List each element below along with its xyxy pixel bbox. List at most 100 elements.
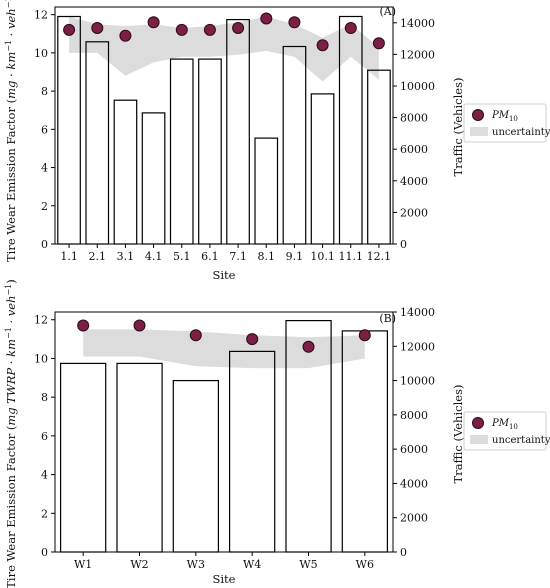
panel-b-x-label: Site (213, 572, 236, 586)
panel-a-y2-tick-label: 10000 (400, 80, 435, 93)
panel-b-traffic-bar (341, 330, 388, 553)
panel-a-y-tick-label: 4 (41, 162, 48, 175)
panel-a-y2-tick-label: 4000 (400, 175, 428, 188)
panel-a-y-tick-label: 10 (34, 47, 48, 60)
panel-a-pm10-point (288, 16, 301, 29)
panel-b-y2-label: Traffic (Vehicles) (451, 385, 465, 484)
panel-a-y2-label: Traffic (Vehicles) (451, 78, 465, 177)
panel-a-y2-tick-label: 6000 (400, 143, 428, 156)
panel-b-x-tick-label: W4 (243, 558, 261, 571)
panel-a-y2-tick-label: 0 (400, 238, 407, 251)
panel-b-y2-tick-label: 6000 (400, 443, 428, 456)
panel-a-legend-band-label: uncertainty (492, 127, 550, 138)
panel-a-pm10-point (147, 16, 160, 29)
panel-b: Tire Wear Emission Factor (mg TWRP · km−… (4, 279, 550, 588)
panel-b-panel-tag: (B) (379, 312, 396, 325)
panel-a-traffic-bar (113, 99, 138, 245)
panel-b-y-tick-label: 4 (41, 469, 48, 482)
panel-b-legend-band-label: uncertainty (492, 435, 550, 446)
panel-a-pm10-point (316, 39, 329, 52)
panel-a-pm10-point (63, 23, 76, 36)
panel-b-y-tick-label: 2 (41, 507, 48, 520)
panel-b-x-tick-label: W3 (187, 558, 205, 571)
panel-a-pm10-point (91, 22, 104, 34)
panel-b-pm10-point (189, 329, 202, 342)
panel-a-legend-pm10-marker (472, 109, 484, 121)
panel-b-y-tick-label: 12 (34, 314, 48, 327)
panel-a-traffic-bar (226, 19, 250, 245)
panel-a-x-label: Site (213, 268, 236, 282)
panel-a-x-tick-label: 1.1 (60, 250, 78, 263)
panel-a-x-tick-label: 7.1 (229, 250, 247, 263)
panel-a-x-tick-label: 6.1 (201, 250, 219, 263)
panel-b-traffic-bar (229, 350, 276, 553)
panel-a-x-tick-label: 5.1 (173, 250, 191, 263)
panel-a-plot-frame (54, 6, 394, 245)
panel-a-legend-pm10-label: PM10 (491, 110, 518, 123)
panel-b-y2-tick-label: 4000 (400, 477, 428, 490)
panel-a-traffic-bar (310, 93, 335, 245)
panel-a-pm10-point (372, 37, 385, 50)
panel-a-pm10-point (119, 29, 132, 42)
panel-a-uncertainty-band (69, 16, 379, 82)
panel-b-y2-tick-label: 8000 (400, 409, 428, 422)
panel-a-y-label: Tire Wear Emission Factor (mg · km−1 · v… (4, 0, 18, 262)
panel-b-y2-tick-label: 2000 (400, 512, 428, 525)
panel-b-legend-band-swatch (470, 435, 488, 444)
panel-a-traffic-bar (169, 58, 194, 245)
panel-b-y-tick-label: 6 (41, 430, 48, 443)
panel-a-x-tick-label: 8.1 (258, 250, 276, 263)
panel-a-traffic-bar (141, 112, 166, 245)
panel-b-pm10-point (133, 319, 146, 332)
panel-a-x-tick-label: 4.1 (145, 250, 163, 263)
panel-b-traffic-bar (116, 362, 163, 553)
panel-a-pm10-point (203, 23, 216, 36)
panel-a-y-tick-label: 0 (41, 238, 48, 251)
panel-a-pm10-point (344, 22, 357, 34)
panel-b-x-tick-label: W1 (74, 558, 92, 571)
panel-b-y2-tick-label: 10000 (400, 375, 435, 388)
panel-a-traffic-bar (338, 15, 363, 245)
panel-a-traffic-bar (282, 45, 307, 245)
panel-a-x-tick-label: 2.1 (89, 250, 107, 263)
panel-b-y-label: Tire Wear Emission Factor (mg TWRP · km−… (4, 279, 18, 588)
panel-a-y2-tick-label: 8000 (400, 112, 428, 125)
panel-a-x-tick-label: 9.1 (286, 250, 304, 263)
panel-a-y2-tick-label: 14000 (400, 17, 435, 30)
panel-b-legend-pm10-marker (472, 417, 484, 429)
panel-a-traffic-bar (57, 15, 81, 245)
panel-a: Tire Wear Emission Factor (mg · km−1 · v… (4, 0, 550, 282)
panel-a-traffic-bar (367, 69, 391, 245)
panel-b-y-tick-label: 8 (41, 391, 48, 404)
panel-b-traffic-bar (59, 362, 107, 553)
panel-b-pm10-point (302, 340, 315, 353)
panel-a-y2-tick-label: 12000 (400, 48, 435, 61)
panel-b-plot-frame (54, 311, 394, 553)
panel-b-legend-pm10-label: PM10 (491, 418, 518, 431)
panel-b-traffic-bar (285, 320, 332, 553)
panel-b-x-tick-label: W2 (130, 558, 148, 571)
panel-a-x-tick-label: 3.1 (117, 250, 135, 263)
panel-a-x-tick-label: 12.1 (367, 250, 392, 263)
panel-a-pm10-point (232, 22, 245, 34)
panel-b-pm10-point (77, 319, 90, 332)
panel-b-x-tick-label: W5 (299, 558, 317, 571)
panel-b-x-tick-label: W6 (356, 558, 374, 571)
panel-a-traffic-bar (254, 137, 279, 245)
panel-a-legend-band-swatch (470, 127, 488, 136)
panel-a-y-tick-label: 8 (41, 85, 48, 98)
panel-b-pm10-point (358, 329, 371, 342)
panel-a-traffic-bar (85, 41, 110, 245)
panel-b-pm10-point (246, 333, 259, 346)
panel-b-uncertainty-band (83, 329, 365, 369)
panel-a-panel-tag: (A) (379, 5, 396, 18)
panel-a-x-tick-label: 10.1 (310, 250, 335, 263)
panel-a-pm10-point (175, 23, 188, 36)
panel-a-traffic-bar (198, 58, 222, 245)
panel-b-traffic-bar (172, 380, 220, 553)
panel-a-y2-tick-label: 2000 (400, 206, 428, 219)
panel-a-y-tick-label: 6 (41, 123, 48, 136)
panel-b-y-tick-label: 0 (41, 546, 48, 559)
panel-a-x-tick-label: 11.1 (339, 250, 364, 263)
